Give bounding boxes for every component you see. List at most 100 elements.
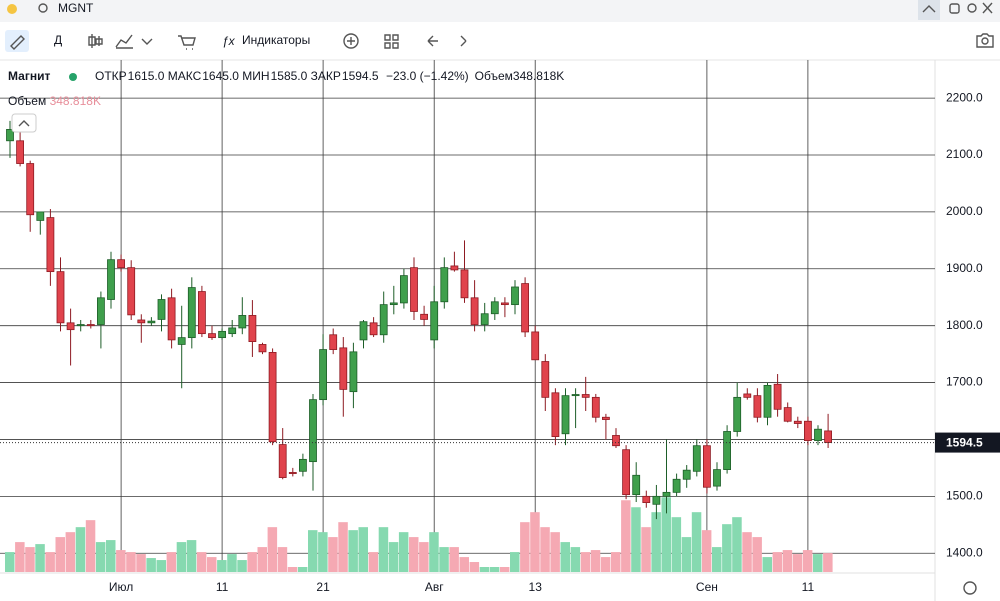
volume-bar xyxy=(469,562,480,572)
volume-bar xyxy=(45,552,55,572)
y-tick-label: 2000.0 xyxy=(946,204,983,218)
last-price-box xyxy=(935,432,1000,453)
candle-body xyxy=(591,396,600,418)
candle-body xyxy=(97,297,105,325)
volume-bar xyxy=(217,560,227,572)
volume-value: 348.818K xyxy=(50,94,101,108)
screenshot-lens xyxy=(981,37,989,45)
volume-bar xyxy=(813,554,823,572)
window-btn[interactable] xyxy=(949,3,960,14)
candle-body xyxy=(531,331,540,361)
collapse-btn[interactable] xyxy=(918,0,940,20)
collapse-legend[interactable] xyxy=(11,113,37,133)
candle-body xyxy=(793,420,802,424)
candle-body xyxy=(258,344,267,353)
close-btn[interactable] xyxy=(982,2,993,14)
volume-bar xyxy=(207,557,217,572)
interval-btn[interactable]: Д xyxy=(54,33,62,47)
volume-value: 348.818K xyxy=(513,69,564,83)
candle-body xyxy=(56,271,65,324)
ohlc-value: 1645.0 xyxy=(202,69,239,83)
symbol[interactable]: MGNT xyxy=(58,1,94,15)
candle-body xyxy=(76,324,85,327)
candle-body xyxy=(783,407,792,422)
volume-bar xyxy=(479,567,490,572)
volume-legend: Объем 348.818K xyxy=(8,94,101,108)
candle-body xyxy=(622,449,630,496)
draw-btn[interactable] xyxy=(5,30,29,52)
change: −23.0 (−1.42%) xyxy=(386,69,469,83)
candle-body xyxy=(167,297,176,341)
candles-btn[interactable] xyxy=(88,34,103,48)
volume-bar xyxy=(338,522,348,572)
candle-body xyxy=(612,435,620,447)
volume-bar xyxy=(520,522,530,572)
candle-body xyxy=(763,385,772,418)
volume-bar xyxy=(35,544,45,572)
candle-body xyxy=(228,327,237,335)
top-bar xyxy=(0,0,1000,22)
candle-body xyxy=(743,393,752,398)
volume-label: Объем xyxy=(8,94,46,108)
chart-type-btn[interactable] xyxy=(115,34,133,49)
candle-body xyxy=(642,495,651,503)
volume-bar xyxy=(611,552,621,572)
volume-bar xyxy=(701,530,712,572)
settings-btn[interactable] xyxy=(963,581,977,595)
legend-name: Магнит xyxy=(8,69,50,83)
ohlc-label: МИН xyxy=(242,69,269,83)
last-price-label: 1594.5 xyxy=(946,436,983,450)
volume-bar xyxy=(802,550,813,572)
candle-body xyxy=(16,140,25,164)
volume-bar xyxy=(95,542,106,572)
x-tick-label: 21 xyxy=(316,580,330,594)
candle-body xyxy=(773,383,782,410)
candle-body xyxy=(298,458,307,472)
search-icon[interactable] xyxy=(38,3,48,13)
candle-body xyxy=(137,319,146,324)
y-tick-label: 1400.0 xyxy=(946,545,983,559)
volume-bar xyxy=(459,557,469,572)
volume-bar xyxy=(5,552,15,572)
dropdown[interactable] xyxy=(141,38,153,45)
volume-bar xyxy=(126,552,136,572)
volume-bar xyxy=(671,517,682,572)
candle-body xyxy=(66,322,75,331)
volume-bar xyxy=(166,552,177,572)
indicators-btn[interactable]: Индикаторы xyxy=(242,33,310,47)
candle-body xyxy=(733,396,742,432)
add-btn[interactable] xyxy=(343,33,359,49)
volume-bar xyxy=(499,567,510,572)
cart-btn[interactable] xyxy=(178,35,196,50)
candle-body xyxy=(369,322,378,336)
volume-bar xyxy=(156,560,166,572)
volume-bar xyxy=(378,527,389,572)
redo-btn[interactable] xyxy=(460,35,467,47)
screenshot-btn[interactable] xyxy=(976,33,994,48)
candle-body xyxy=(470,297,479,325)
candles xyxy=(6,120,832,520)
undo-btn[interactable] xyxy=(427,35,438,47)
window-btn[interactable] xyxy=(967,3,977,13)
volume-bar xyxy=(651,512,661,572)
x-tick-label: 11 xyxy=(802,580,815,594)
x-tick-label: 13 xyxy=(529,580,543,594)
volume-bar xyxy=(267,527,278,572)
volume-bar xyxy=(419,542,429,572)
y-tick-label: 1500.0 xyxy=(946,489,983,503)
x-tick-label: Сен xyxy=(696,580,718,594)
candle-body xyxy=(581,394,590,398)
volume-bar xyxy=(297,567,308,572)
volume-bar xyxy=(792,554,803,572)
volume-bar xyxy=(75,527,86,572)
volume-bar xyxy=(722,524,732,572)
candle-body xyxy=(329,334,338,350)
candle-body xyxy=(672,478,681,493)
candle-body xyxy=(804,420,812,441)
candle-body xyxy=(561,395,570,435)
candle-body xyxy=(147,320,156,324)
layout-btn[interactable] xyxy=(384,34,399,49)
volume-bar xyxy=(25,547,35,572)
candle-body xyxy=(238,315,247,329)
candle-body xyxy=(410,267,418,312)
